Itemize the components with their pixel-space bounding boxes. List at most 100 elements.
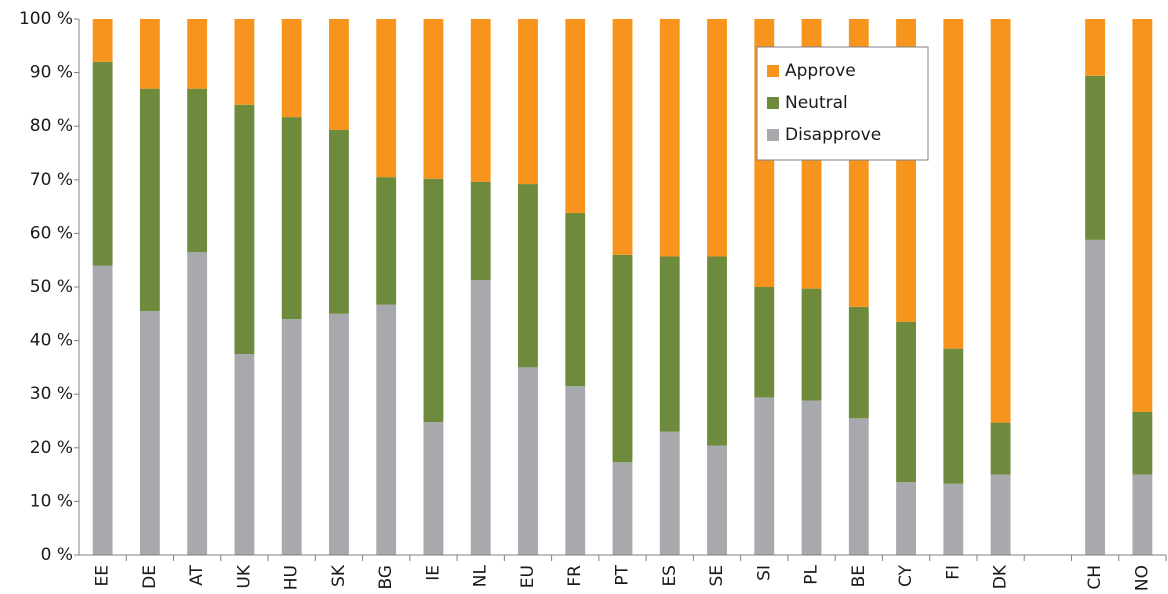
bar-segment (659, 19, 680, 257)
x-tick-label: IE (423, 565, 443, 581)
bar-segment (1085, 239, 1106, 555)
bar-segment (281, 117, 302, 320)
bar-segment (92, 265, 113, 555)
x-tick-label: SK (329, 564, 349, 587)
y-tick-label: 40 % (30, 331, 73, 351)
bar-segment (1085, 19, 1106, 76)
y-tick-label: 30 % (30, 384, 73, 404)
bar-segment (376, 177, 397, 305)
bar-segment (470, 181, 491, 281)
bar-segment (990, 422, 1011, 475)
bar-segment (518, 19, 538, 185)
bar-segment (234, 354, 255, 555)
x-tick-label: PL (802, 564, 822, 584)
y-tick-label: 70 % (30, 170, 73, 190)
bar-segment (423, 422, 444, 555)
y-tick-label: 80 % (30, 116, 73, 136)
bar-segment (896, 482, 916, 555)
bar-segment (659, 431, 680, 555)
bar-segment (754, 287, 775, 398)
bar-segment (1132, 411, 1153, 475)
bar-segment (376, 304, 397, 555)
bar-segment (92, 19, 113, 62)
x-tick-label: DK (991, 564, 1011, 589)
bar-segment (565, 19, 586, 214)
bar-segment (801, 400, 822, 555)
bar-segment (376, 19, 397, 178)
bar-segment (139, 19, 160, 89)
bar-segment (139, 311, 160, 555)
bar-segment (234, 104, 255, 354)
bar-segment (470, 280, 491, 555)
bar-segment (990, 19, 1011, 423)
bar-segment (1132, 474, 1153, 555)
bar-segment (329, 129, 349, 314)
y-tick-label: 90 % (30, 63, 73, 83)
legend-swatch (767, 65, 779, 77)
x-tick-label: CH (1085, 565, 1105, 590)
bar-segment (801, 288, 822, 401)
bar-segment (707, 445, 727, 555)
x-tick-label: EU (518, 565, 538, 588)
bar-segment (518, 184, 538, 368)
bar-segment (329, 313, 349, 555)
bar-segment (423, 178, 444, 423)
legend: Approve Neutral Disapprove (756, 46, 929, 161)
y-tick-label: 20 % (30, 438, 73, 458)
bar-segment (423, 19, 444, 179)
x-tick-label: PT (613, 564, 633, 585)
legend-label: Disapprove (785, 125, 881, 145)
bar-segment (187, 252, 208, 555)
bar-segment (1132, 19, 1153, 412)
bar-segment (612, 254, 633, 463)
bar-segment (848, 418, 869, 555)
bar-segment (139, 88, 160, 312)
x-tick-label: HU (282, 565, 302, 590)
y-tick-label: 50 % (30, 277, 73, 297)
legend-swatch (767, 129, 779, 141)
bar-segment (848, 306, 869, 419)
bar-segment (754, 397, 775, 555)
bar-segment (612, 462, 633, 555)
x-tick-label: ES (660, 565, 680, 587)
x-tick-label: SE (707, 565, 727, 587)
bar-segment (943, 348, 964, 484)
bar-segment (896, 321, 916, 483)
bar-segment (990, 474, 1011, 555)
x-tick-label: NL (471, 564, 491, 587)
y-tick-label: 60 % (30, 223, 73, 243)
x-tick-label: SI (754, 565, 774, 581)
bar-segment (518, 367, 538, 555)
y-tick-label: 0 % (41, 545, 73, 565)
legend-swatch (767, 97, 779, 109)
x-tick-label: NO (1132, 565, 1152, 591)
bar-segment (281, 319, 302, 555)
bar-segment (612, 19, 633, 255)
bar-segment (281, 19, 302, 118)
bar-segment (92, 61, 113, 266)
y-tick-label: 100 % (19, 9, 73, 29)
x-tick-label: BE (849, 565, 869, 587)
bar-segment (565, 386, 586, 555)
bar-segment (187, 19, 208, 89)
x-tick-label: EE (93, 565, 113, 586)
bar-segment (470, 19, 491, 182)
y-tick-label: 10 % (30, 491, 73, 511)
x-tick-label: BG (376, 565, 396, 590)
x-tick-label: CY (896, 564, 916, 587)
bar-segment (565, 213, 586, 387)
bar-segment (943, 19, 964, 349)
legend-label: Neutral (785, 93, 848, 113)
bar-segment (659, 256, 680, 432)
x-tick-label: UK (234, 564, 254, 588)
bar-segment (329, 19, 349, 130)
legend-label: Approve (785, 61, 856, 81)
bar-segment (707, 19, 727, 257)
bar-segment (943, 483, 964, 555)
x-tick-label: FR (565, 565, 585, 587)
x-tick-label: AT (187, 564, 207, 585)
x-tick-label: DE (140, 565, 160, 589)
bar-segment (234, 19, 255, 105)
bar-segment (1085, 75, 1106, 240)
